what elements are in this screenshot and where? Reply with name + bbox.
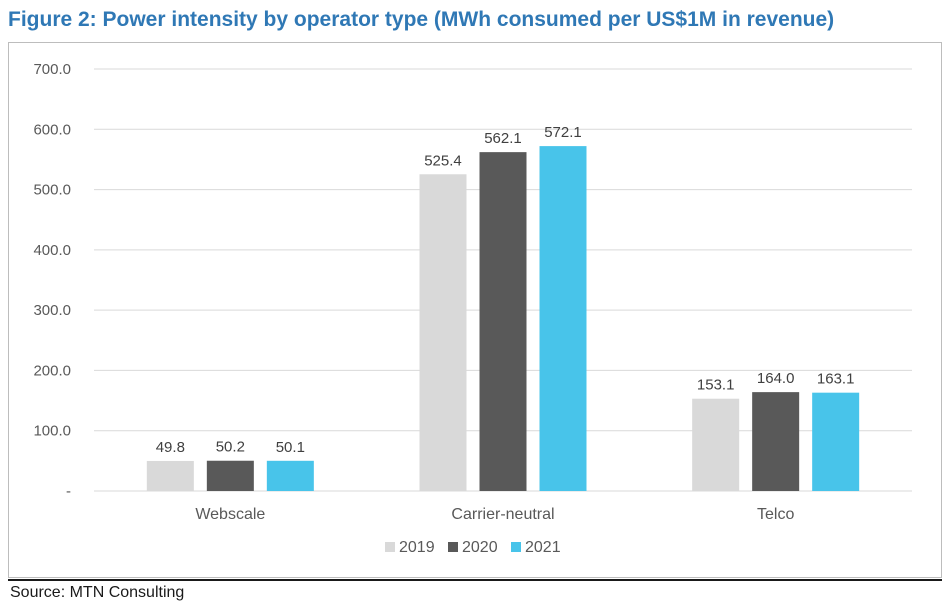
y-tick-label: 200.0 <box>33 362 71 379</box>
legend-label: 2021 <box>525 539 561 556</box>
bar <box>419 174 467 491</box>
y-tick-label: 400.0 <box>33 242 71 259</box>
x-category-label: Carrier-neutral <box>451 506 554 523</box>
footer-rule <box>8 579 942 581</box>
x-category-label: Telco <box>757 506 794 523</box>
chart-area: - 100.0 200.0 300.0 400.0 500.0 600.0 700.0 49.… <box>8 42 942 578</box>
legend-swatch <box>511 542 521 552</box>
data-label: 164.0 <box>757 370 795 387</box>
data-label: 572.1 <box>544 124 582 141</box>
y-tick-label: 600.0 <box>33 121 71 138</box>
data-label: 49.8 <box>156 439 185 456</box>
y-tick-label: 700.0 <box>33 61 71 78</box>
data-label: 163.1 <box>817 371 855 388</box>
data-label: 50.1 <box>276 439 305 456</box>
figure-title: Figure 2: Power intensity by operator ty… <box>8 8 835 31</box>
legend-label: 2019 <box>399 539 435 556</box>
data-labels: 49.8 50.2 50.1 525.4 562.1 572.1 153.1 164.0 163… <box>156 124 855 456</box>
bar <box>752 392 800 491</box>
y-tick-label: 500.0 <box>33 182 71 199</box>
y-tick-label: 300.0 <box>33 302 71 319</box>
bar <box>692 398 740 491</box>
legend: 2019 2020 2021 <box>385 539 561 556</box>
bar <box>146 460 194 491</box>
x-axis-category-labels: Webscale Carrier-neutral Telco <box>195 506 794 523</box>
legend-swatch <box>385 542 395 552</box>
data-label: 562.1 <box>484 130 522 147</box>
bar <box>539 146 587 491</box>
x-category-label: Webscale <box>195 506 265 523</box>
data-label: 153.1 <box>697 377 735 394</box>
legend-label: 2020 <box>462 539 498 556</box>
source-note: Source: MTN Consulting <box>10 584 185 601</box>
y-axis-tick-labels: - 100.0 200.0 300.0 400.0 500.0 600.0 700.0 <box>33 61 71 500</box>
bar-chart: - 100.0 200.0 300.0 400.0 500.0 600.0 700.0 49.… <box>33 61 912 556</box>
y-tick-label: 100.0 <box>33 423 71 440</box>
bar <box>812 392 860 491</box>
bars <box>146 146 860 491</box>
data-label: 525.4 <box>424 152 462 169</box>
bar <box>479 152 527 491</box>
bar <box>206 460 254 491</box>
legend-swatch <box>448 542 458 552</box>
bar <box>266 460 314 491</box>
data-label: 50.2 <box>216 439 245 456</box>
y-tick-label: - <box>66 483 71 500</box>
